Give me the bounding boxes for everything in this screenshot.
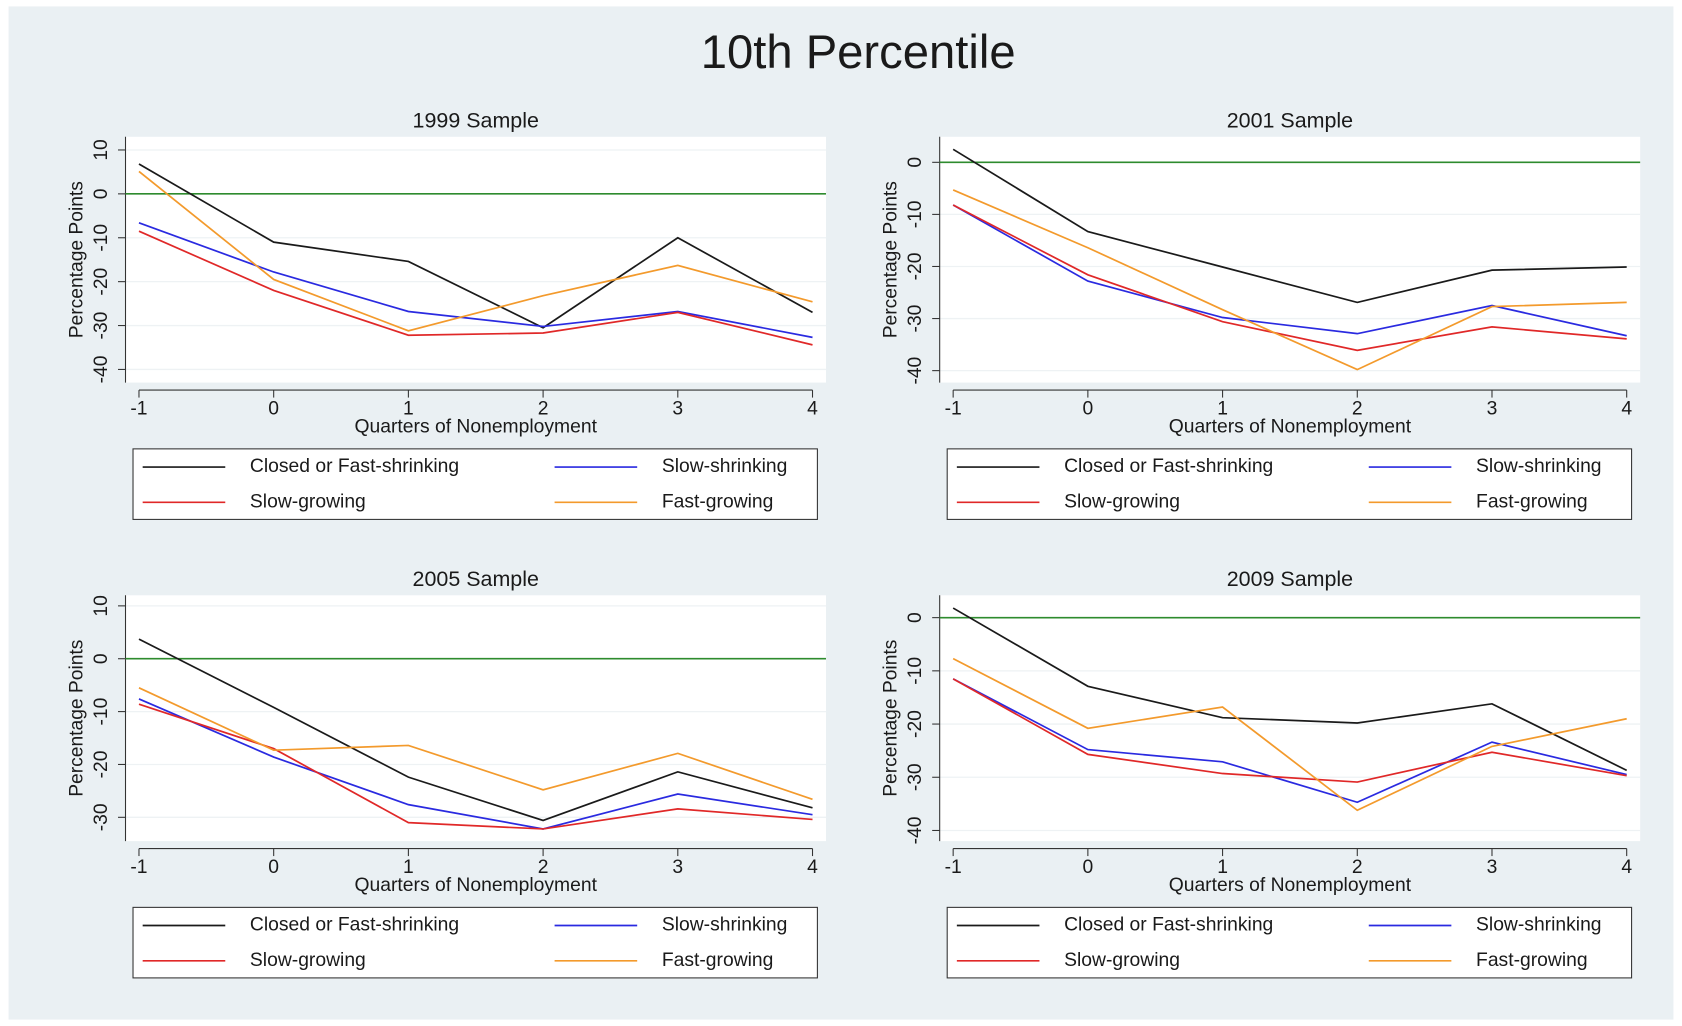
x-tick-label: 0 bbox=[1082, 857, 1093, 878]
x-tick-label: -1 bbox=[130, 857, 147, 878]
x-tick-label: 0 bbox=[1082, 398, 1093, 419]
x-tick-label: -1 bbox=[945, 857, 962, 878]
x-tick-label: 2 bbox=[1352, 398, 1363, 419]
x-tick-label: -1 bbox=[130, 398, 147, 419]
x-tick-label: 4 bbox=[807, 857, 818, 878]
y-tick-label: -10 bbox=[905, 200, 926, 228]
series-line bbox=[138, 222, 813, 339]
x-axis-title: Quarters of Nonemployment bbox=[355, 417, 598, 438]
series-line bbox=[952, 678, 1627, 804]
x-axis-title: Quarters of Nonemployment bbox=[1169, 417, 1412, 438]
y-tick-label: 0 bbox=[91, 653, 112, 664]
y-tick-label: 0 bbox=[905, 612, 926, 623]
legend-label: Closed or Fast-shrinking bbox=[1064, 915, 1273, 936]
plot-area bbox=[125, 136, 826, 383]
plot-area bbox=[939, 136, 1641, 383]
series-line bbox=[138, 698, 813, 830]
y-tick-label: 10 bbox=[91, 595, 112, 616]
series-line bbox=[138, 170, 813, 332]
legend-label: Slow-shrinking bbox=[662, 456, 788, 477]
legend-label: Fast-growing bbox=[662, 950, 774, 971]
y-axis-title: Percentage Points bbox=[880, 640, 901, 797]
legend-label: Slow-shrinking bbox=[1476, 456, 1602, 477]
y-axis-title: Percentage Points bbox=[880, 181, 901, 338]
x-tick-label: 4 bbox=[1621, 398, 1632, 419]
x-tick-label: 1 bbox=[403, 857, 414, 878]
plot-area bbox=[125, 595, 826, 842]
x-axis-title: Quarters of Nonemployment bbox=[355, 875, 598, 896]
x-axis-title: Quarters of Nonemployment bbox=[1169, 875, 1412, 896]
y-tick-label: -10 bbox=[91, 224, 112, 252]
x-tick-label: 2 bbox=[1352, 857, 1363, 878]
x-tick-label: 3 bbox=[1487, 857, 1498, 878]
legend-label: Fast-growing bbox=[1476, 491, 1588, 512]
x-tick-label: 3 bbox=[672, 857, 683, 878]
x-tick-label: 4 bbox=[807, 398, 818, 419]
y-tick-label: -30 bbox=[91, 312, 112, 340]
legend-label: Slow-growing bbox=[250, 950, 366, 971]
y-tick-label: -20 bbox=[91, 751, 112, 779]
legend-label: Slow-shrinking bbox=[662, 915, 788, 936]
series-line bbox=[952, 657, 1627, 812]
legend-label: Closed or Fast-shrinking bbox=[1064, 456, 1273, 477]
panel-title: 1999 Sample bbox=[413, 109, 539, 133]
legend-label: Fast-growing bbox=[662, 491, 774, 512]
x-tick-label: 3 bbox=[1487, 398, 1498, 419]
x-tick-label: 1 bbox=[1217, 857, 1228, 878]
x-tick-label: 1 bbox=[1217, 398, 1228, 419]
y-tick-label: -30 bbox=[905, 305, 926, 333]
plot-area bbox=[939, 595, 1641, 842]
x-tick-label: 0 bbox=[268, 398, 279, 419]
panel-title: 2009 Sample bbox=[1227, 567, 1353, 591]
y-tick-label: 10 bbox=[91, 139, 112, 160]
panel-title: 2001 Sample bbox=[1227, 109, 1353, 133]
y-tick-label: -30 bbox=[91, 803, 112, 831]
series-line bbox=[138, 163, 813, 329]
panel-title: 2005 Sample bbox=[413, 567, 539, 591]
x-tick-label: 2 bbox=[538, 857, 549, 878]
series-line bbox=[138, 687, 813, 801]
y-tick-label: 0 bbox=[91, 189, 112, 200]
x-tick-label: 2 bbox=[538, 398, 549, 419]
legend-label: Closed or Fast-shrinking bbox=[250, 915, 459, 936]
y-tick-label: -20 bbox=[905, 710, 926, 738]
legend-label: Slow-shrinking bbox=[1476, 915, 1602, 936]
y-axis-title: Percentage Points bbox=[66, 640, 87, 797]
series-line bbox=[952, 607, 1628, 772]
y-tick-label: 0 bbox=[905, 157, 926, 168]
x-tick-label: 3 bbox=[672, 398, 683, 419]
y-tick-label: -10 bbox=[905, 657, 926, 685]
x-tick-label: 4 bbox=[1621, 857, 1632, 878]
series-line bbox=[952, 204, 1627, 352]
legend-label: Fast-growing bbox=[1476, 950, 1588, 971]
legend-label: Slow-growing bbox=[1064, 491, 1180, 512]
y-tick-label: -40 bbox=[91, 356, 112, 384]
series-line bbox=[952, 148, 1627, 304]
series-line bbox=[138, 703, 813, 830]
legend-box bbox=[132, 906, 818, 979]
legend-box bbox=[946, 448, 1633, 520]
y-tick-label: -10 bbox=[91, 698, 112, 726]
series-line bbox=[952, 204, 1627, 337]
y-tick-label: -30 bbox=[905, 763, 926, 791]
series-line bbox=[952, 678, 1627, 783]
x-tick-label: 0 bbox=[268, 857, 279, 878]
series-line bbox=[138, 638, 813, 822]
y-tick-label: -20 bbox=[905, 253, 926, 281]
y-tick-label: -40 bbox=[905, 357, 926, 385]
legend-label: Slow-growing bbox=[250, 491, 366, 512]
x-tick-label: -1 bbox=[945, 398, 962, 419]
figure-title: 10th Percentile bbox=[701, 25, 1016, 78]
x-tick-label: 1 bbox=[403, 398, 414, 419]
series-line bbox=[952, 189, 1627, 371]
legend-label: Closed or Fast-shrinking bbox=[250, 456, 459, 477]
y-tick-label: -20 bbox=[91, 268, 112, 296]
y-axis-title: Percentage Points bbox=[66, 181, 87, 338]
series-line bbox=[138, 230, 813, 346]
legend-label: Slow-growing bbox=[1064, 950, 1180, 971]
y-tick-label: -40 bbox=[905, 817, 926, 845]
legend-box bbox=[946, 906, 1633, 979]
legend-box bbox=[132, 448, 818, 520]
